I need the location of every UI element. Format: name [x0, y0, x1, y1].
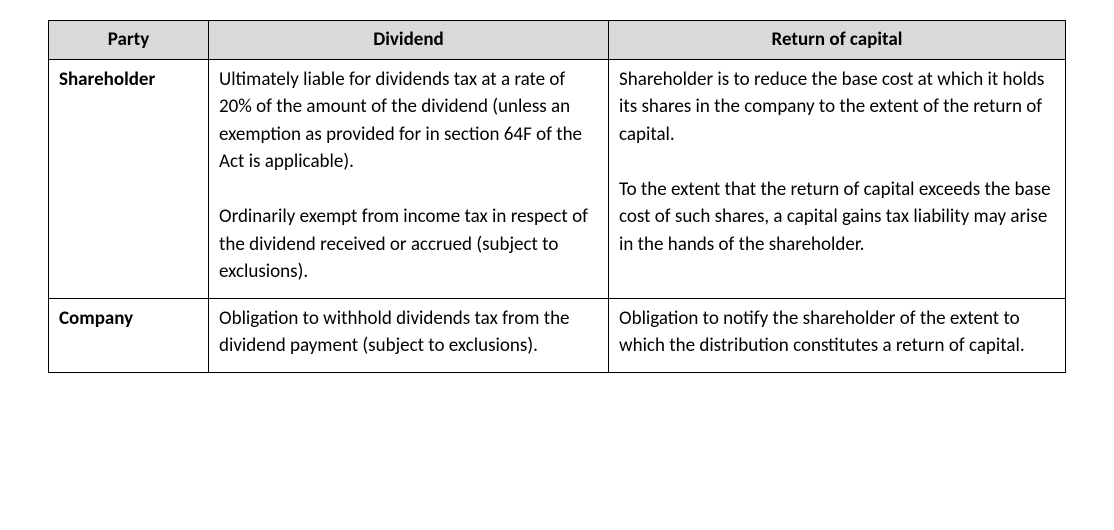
cell-text: Obligation to notify the shareholder of …: [619, 305, 1055, 360]
table-row: Company Obligation to withhold dividends…: [49, 298, 1066, 372]
cell-company-return: Obligation to notify the shareholder of …: [609, 298, 1066, 372]
cell-shareholder-return: Shareholder is to reduce the base cost a…: [609, 59, 1066, 298]
cell-shareholder-dividend: Ultimately liable for dividends tax at a…: [209, 59, 609, 298]
cell-text: Ultimately liable for dividends tax at a…: [219, 66, 598, 176]
cell-text: Obligation to withhold dividends tax fro…: [219, 305, 598, 360]
table-header-row: Party Dividend Return of capital: [49, 21, 1066, 60]
cell-text: Ordinarily exempt from income tax in res…: [219, 203, 598, 286]
col-header-dividend: Dividend: [209, 21, 609, 60]
cell-company-dividend: Obligation to withhold dividends tax fro…: [209, 298, 609, 372]
tax-comparison-table: Party Dividend Return of capital Shareho…: [48, 20, 1066, 373]
cell-text: Shareholder is to reduce the base cost a…: [619, 66, 1055, 149]
table-row: Shareholder Ultimately liable for divide…: [49, 59, 1066, 298]
party-label-shareholder: Shareholder: [49, 59, 209, 298]
party-label-company: Company: [49, 298, 209, 372]
col-header-party: Party: [49, 21, 209, 60]
cell-text: To the extent that the return of capital…: [619, 176, 1055, 259]
col-header-return: Return of capital: [609, 21, 1066, 60]
